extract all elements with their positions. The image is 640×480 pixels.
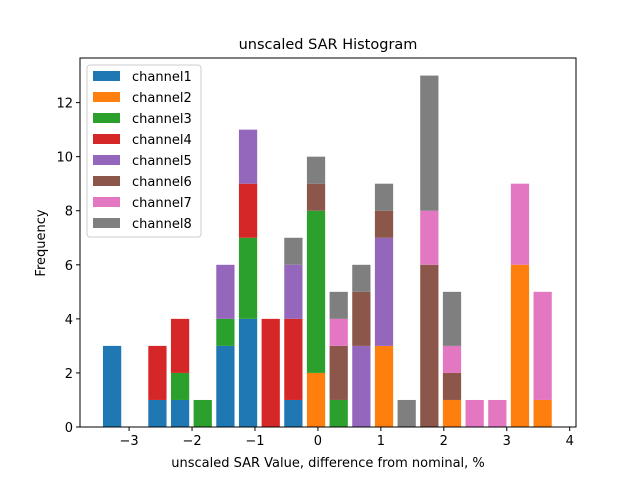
legend-label-channel8: channel8 [132, 217, 192, 232]
x-tick-label: 2 [440, 434, 448, 449]
bar-channel6-bin-10 [329, 345, 348, 400]
axes-frame [79, 57, 577, 428]
legend-swatch-channel7 [93, 197, 120, 207]
bar-channel8-bin-9 [306, 156, 326, 184]
legend-box [86, 64, 202, 238]
bar-channel1-bin-6 [238, 318, 258, 427]
bar-channel7-bin-18 [510, 183, 530, 265]
bar-channel2-bin-12 [374, 345, 394, 427]
y-tick-label: 2 [65, 367, 73, 382]
bar-channel5-bin-12 [374, 237, 394, 346]
legend: channel1 channel2 channel3 channel4 channel5… [86, 64, 202, 238]
bar-channel5-bin-11 [352, 345, 371, 427]
y-axis-label: Frequency [34, 209, 49, 276]
y-tick-label: 8 [65, 205, 73, 220]
legend-swatch-channel1 [93, 71, 120, 81]
legend-swatch-channel3 [93, 113, 120, 123]
bar-channel6-bin-15 [442, 372, 462, 400]
bar-channel8-bin-12 [374, 183, 394, 211]
bar-channel7-bin-17 [488, 399, 507, 427]
x-axis: −3 −2 −1 0 1 2 3 4 [120, 427, 574, 449]
bar-channel5-bin-6 [238, 129, 258, 184]
bar-channel2-bin-9 [306, 372, 326, 427]
legend-label-channel7: channel7 [132, 196, 192, 211]
x-tick-label: −3 [120, 434, 139, 449]
chart-title: unscaled SAR Histogram [239, 37, 418, 53]
legend-swatch-channel2 [93, 92, 120, 102]
bar-channel4-bin-8 [284, 318, 303, 400]
bar-channel4-bin-7 [261, 318, 280, 427]
x-tick-label: 3 [503, 434, 511, 449]
legend-label-channel4: channel4 [132, 133, 192, 148]
bar-channel6-bin-11 [352, 291, 371, 346]
y-tick-label: 0 [65, 421, 73, 436]
bar-channel1-bin-5 [216, 345, 235, 427]
bar-channel6-bin-14 [420, 264, 439, 427]
bar-channel3-bin-3 [170, 372, 190, 400]
bar-channel2-bin-15 [442, 399, 462, 427]
bar-channel7-bin-19 [533, 291, 552, 400]
bar-channel8-bin-8 [284, 237, 303, 265]
bar-channel4-bin-3 [170, 318, 190, 373]
bar-channel3-bin-6 [238, 237, 258, 319]
bar-channel1-bin-3 [170, 399, 190, 427]
x-tick-label: −2 [182, 434, 201, 449]
bar-channel3-bin-5 [216, 318, 235, 346]
x-tick-label: 1 [377, 434, 385, 449]
bar-channel8-bin-13 [397, 399, 416, 427]
bar-channel4-bin-6 [238, 183, 258, 238]
y-tick-label: 4 [65, 313, 73, 328]
legend-label-channel6: channel6 [132, 175, 192, 190]
x-tick-label: −1 [245, 434, 264, 449]
legend-swatch-channel5 [93, 155, 120, 165]
legend-label-channel3: channel3 [132, 112, 192, 127]
bar-channel8-bin-15 [442, 291, 462, 346]
bar-channel5-bin-8 [284, 264, 303, 319]
bar-channel2-bin-18 [510, 264, 530, 427]
bar-channel8-bin-14 [420, 75, 439, 211]
legend-label-channel5: channel5 [132, 154, 192, 169]
y-tick-label: 10 [56, 151, 73, 166]
bars-group [102, 75, 552, 427]
y-axis: 0 2 4 6 8 10 12 [56, 97, 80, 436]
bar-channel4-bin-2 [148, 345, 167, 400]
bar-channel5-bin-5 [216, 264, 235, 319]
legend-swatch-channel8 [93, 218, 120, 228]
bar-channel8-bin-10 [329, 291, 348, 319]
legend-swatch-channel4 [93, 134, 120, 144]
y-tick-label: 12 [56, 97, 73, 112]
bar-channel7-bin-16 [465, 399, 484, 427]
y-tick-label: 6 [65, 259, 73, 274]
bar-channel7-bin-14 [420, 210, 439, 265]
bar-channel3-bin-9 [306, 210, 326, 373]
bar-channel1-bin-0 [102, 345, 122, 427]
bar-channel3-bin-10 [329, 399, 348, 427]
bar-channel8-bin-11 [352, 264, 371, 292]
legend-label-channel2: channel2 [132, 91, 192, 106]
bar-channel1-bin-2 [148, 399, 167, 427]
x-tick-label: 4 [566, 434, 574, 449]
x-axis-label: unscaled SAR Value, difference from nomi… [171, 456, 485, 471]
bar-channel6-bin-9 [306, 183, 326, 211]
legend-label-channel1: channel1 [132, 70, 192, 85]
x-tick-label: 0 [314, 434, 322, 449]
bar-channel7-bin-15 [442, 345, 462, 373]
bar-channel2-bin-19 [533, 399, 552, 427]
bar-channel6-bin-12 [374, 210, 394, 238]
legend-swatch-channel6 [93, 176, 120, 186]
bar-channel3-bin-4 [193, 399, 212, 427]
bar-channel1-bin-8 [284, 399, 303, 427]
bar-channel7-bin-10 [329, 318, 348, 346]
